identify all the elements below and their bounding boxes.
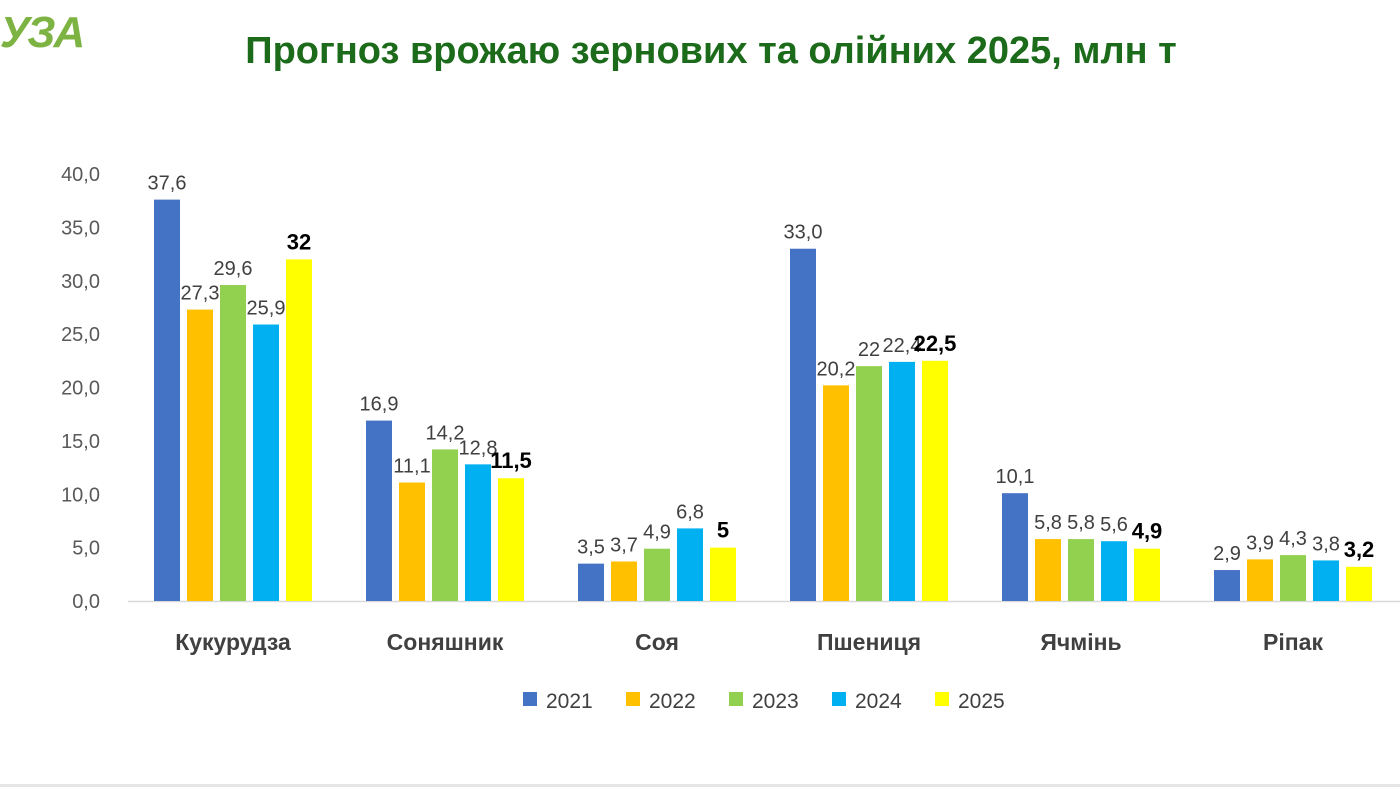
y-tick-label: 20,0 <box>61 378 100 400</box>
legend: 2021 2022 2023 2024 2025 <box>523 690 1005 713</box>
data-label-2025-0: 32 <box>287 229 311 254</box>
data-label-2024-0: 25,9 <box>247 298 286 320</box>
category-label-4: Ячмінь <box>1040 629 1121 655</box>
data-label-2022-1: 11,1 <box>393 456 430 478</box>
bar-2022-2 <box>611 561 637 601</box>
data-label-2023-5: 4,3 <box>1279 528 1307 550</box>
data-label-2024-3: 22,4 <box>883 335 922 357</box>
y-tick-label: 35,0 <box>61 217 100 239</box>
data-label-2025-3: 22,5 <box>914 331 957 356</box>
bar-2024-3 <box>889 361 915 601</box>
y-tick-label: 25,0 <box>61 324 100 346</box>
data-label-2022-5: 3,9 <box>1246 532 1274 554</box>
data-label-2022-2: 3,7 <box>610 535 638 557</box>
category-label-2: Соя <box>635 629 679 655</box>
legend-swatch-2022 <box>626 692 640 706</box>
category-label-1: Соняшник <box>387 629 504 655</box>
data-label-2021-4: 10,1 <box>996 466 1035 488</box>
data-label-2024-2: 6,8 <box>676 501 704 523</box>
legend-label-2021: 2021 <box>546 690 593 713</box>
bar-2024-2 <box>677 528 703 601</box>
category-label-0: Кукурудза <box>175 629 291 655</box>
data-label-2023-1: 14,2 <box>426 422 465 444</box>
y-tick-label: 10,0 <box>61 484 100 506</box>
data-label-2025-2: 5 <box>717 518 729 543</box>
bar-2021-1 <box>366 420 392 601</box>
bar-2024-4 <box>1101 541 1127 601</box>
legend-swatch-2023 <box>729 692 743 706</box>
legend-swatch-2025 <box>935 692 949 706</box>
bar-2022-1 <box>399 482 425 601</box>
data-label-2023-4: 5,8 <box>1067 512 1095 534</box>
data-label-2024-4: 5,6 <box>1100 514 1128 536</box>
legend-label-2025: 2025 <box>958 690 1005 713</box>
data-label-2024-1: 12,8 <box>459 437 498 459</box>
bar-2023-0 <box>220 285 246 601</box>
legend-label-2024: 2024 <box>855 690 902 713</box>
data-label-2023-2: 4,9 <box>643 522 671 544</box>
data-label-2025-4: 4,9 <box>1132 519 1163 544</box>
bar-2021-5 <box>1214 570 1240 601</box>
bar-2021-3 <box>790 248 816 601</box>
bar-2025-4 <box>1134 548 1160 601</box>
data-label-2021-5: 2,9 <box>1213 543 1241 565</box>
bar-2023-4 <box>1068 539 1094 601</box>
bar-2023-3 <box>856 366 882 601</box>
y-tick-label: 15,0 <box>61 431 100 453</box>
legend-label-2022: 2022 <box>649 690 696 713</box>
bar-2021-0 <box>154 199 180 601</box>
bar-2021-2 <box>578 563 604 601</box>
bar-2025-1 <box>498 478 524 601</box>
data-labels: 37,6 27,3 29,6 25,9 32 16,9 11,1 14,212,811,5 3,… <box>148 173 1375 565</box>
bar-2021-4 <box>1002 493 1028 601</box>
chart-title: Прогноз врожаю зернових та олійних 2025,… <box>245 30 1177 72</box>
bar-2025-3 <box>922 360 948 601</box>
data-label-2023-0: 29,6 <box>214 258 253 280</box>
bar-2022-3 <box>823 385 849 601</box>
bar-2023-5 <box>1280 555 1306 601</box>
bar-2024-1 <box>465 464 491 601</box>
legend-swatch-2024 <box>832 692 846 706</box>
bar-2025-5 <box>1346 566 1372 601</box>
y-tick-label: 0,0 <box>72 591 100 613</box>
bar-2022-4 <box>1035 539 1061 601</box>
category-label-3: Пшениця <box>817 629 921 655</box>
category-label-5: Ріпак <box>1263 629 1323 655</box>
data-label-2025-5: 3,2 <box>1344 537 1375 562</box>
data-label-2025-1: 11,5 <box>490 448 532 473</box>
bar-series <box>154 199 1372 601</box>
data-label-2021-1: 16,9 <box>360 394 399 416</box>
data-label-2024-5: 3,8 <box>1312 533 1340 555</box>
y-axis: 0,0 5,0 10,0 15,0 20,0 25,0 30,0 35,0 40,0 <box>61 164 1400 613</box>
bar-2023-2 <box>644 548 670 601</box>
data-label-2021-3: 33,0 <box>784 222 823 244</box>
legend-swatch-2021 <box>523 692 537 706</box>
y-tick-label: 40,0 <box>61 164 100 186</box>
data-label-2021-0: 37,6 <box>148 173 187 195</box>
legend-label-2023: 2023 <box>752 690 799 713</box>
y-tick-label: 5,0 <box>72 538 100 560</box>
bar-2022-5 <box>1247 559 1273 601</box>
data-label-2023-3: 22 <box>858 339 880 361</box>
bar-2022-0 <box>187 309 213 601</box>
bottom-divider <box>0 784 1400 787</box>
data-label-2022-4: 5,8 <box>1034 512 1062 534</box>
bar-2025-0 <box>286 259 312 601</box>
bar-2024-0 <box>253 324 279 601</box>
bar-2024-5 <box>1313 560 1339 601</box>
logo: УЗА <box>0 8 85 57</box>
data-label-2022-3: 20,2 <box>817 358 856 380</box>
y-tick-label: 30,0 <box>61 271 100 293</box>
bar-2025-2 <box>710 547 736 601</box>
category-labels: Кукурудза Соняшник Соя Пшениця Ячмінь Ріпак <box>175 629 1323 655</box>
bar-2023-1 <box>432 449 458 601</box>
data-label-2022-0: 27,3 <box>181 283 220 305</box>
data-label-2021-2: 3,5 <box>577 537 605 559</box>
